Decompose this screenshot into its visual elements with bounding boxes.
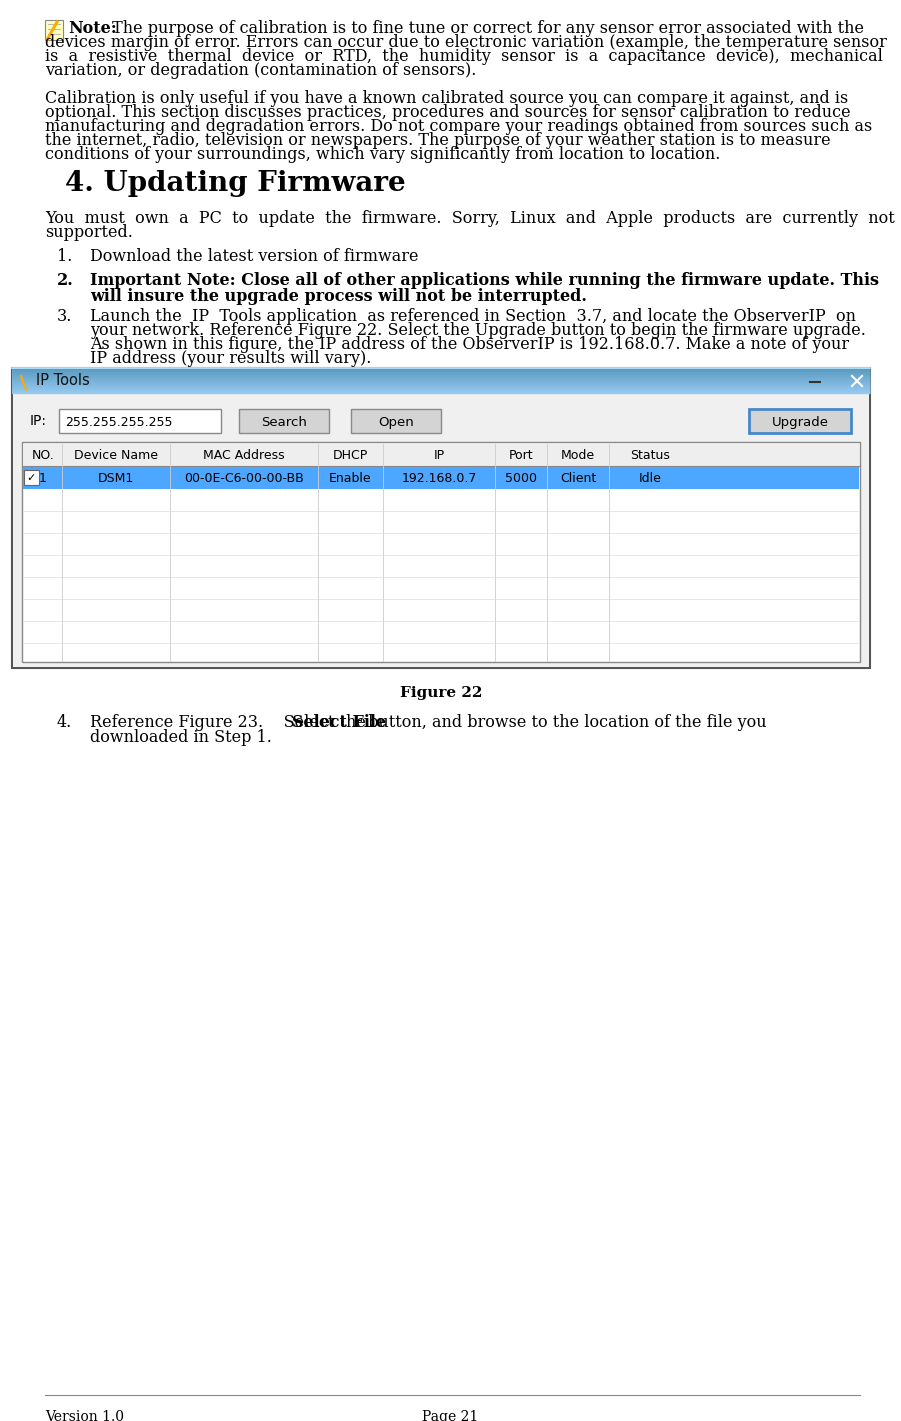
FancyBboxPatch shape — [826, 371, 846, 391]
Text: IP: IP — [433, 449, 444, 462]
FancyBboxPatch shape — [23, 443, 859, 466]
Text: Download the latest version of firmware: Download the latest version of firmware — [90, 249, 418, 264]
Text: Launch the  IP  Tools application  as referenced in Section  3.7, and locate the: Launch the IP Tools application as refer… — [90, 308, 856, 325]
Bar — [831, 387, 841, 398]
Text: 192.168.0.7: 192.168.0.7 — [401, 472, 477, 485]
Text: 00-0E-C6-00-00-BB: 00-0E-C6-00-00-BB — [184, 472, 304, 485]
Text: the internet, radio, television or newspapers. The purpose of your weather stati: the internet, radio, television or newsp… — [45, 132, 831, 149]
FancyBboxPatch shape — [45, 20, 63, 40]
Text: 2.: 2. — [57, 271, 74, 288]
Text: Device Name: Device Name — [74, 449, 158, 462]
Text: Reference Figure 23.    Select the: Reference Figure 23. Select the — [90, 713, 371, 730]
Text: variation, or degradation (contamination of sensors).: variation, or degradation (contamination… — [45, 63, 477, 80]
Text: Note:: Note: — [68, 20, 117, 37]
Text: 1.: 1. — [57, 249, 72, 264]
Text: IP address (your results will vary).: IP address (your results will vary). — [90, 350, 371, 367]
FancyBboxPatch shape — [239, 409, 329, 433]
Text: 5000: 5000 — [505, 472, 537, 485]
FancyBboxPatch shape — [24, 470, 39, 485]
Text: is  a  resistive  thermal  device  or  RTD,  the  humidity  sensor  is  a  capac: is a resistive thermal device or RTD, th… — [45, 48, 883, 65]
Text: 255.255.255.255: 255.255.255.255 — [65, 416, 172, 429]
Text: will insure the upgrade process will not be interrupted.: will insure the upgrade process will not… — [90, 288, 587, 306]
FancyBboxPatch shape — [13, 394, 869, 666]
FancyBboxPatch shape — [18, 374, 30, 388]
Text: button, and browse to the location of the file you: button, and browse to the location of th… — [363, 713, 767, 730]
Text: Select File: Select File — [292, 713, 387, 730]
Text: The purpose of calibration is to fine tune or correct for any sensor error assoc: The purpose of calibration is to fine tu… — [107, 20, 864, 37]
Text: Search: Search — [261, 416, 307, 429]
Text: 4. Updating Firmware: 4. Updating Firmware — [65, 171, 405, 198]
Text: Page 21: Page 21 — [422, 1410, 478, 1421]
FancyBboxPatch shape — [22, 442, 860, 662]
FancyBboxPatch shape — [23, 468, 859, 489]
Text: Figure 22: Figure 22 — [400, 686, 482, 701]
Text: ✓: ✓ — [26, 473, 36, 483]
Text: Important Note: Close all of other applications while running the firmware updat: Important Note: Close all of other appli… — [90, 271, 879, 288]
FancyBboxPatch shape — [12, 368, 870, 394]
Text: MAC Address: MAC Address — [204, 449, 285, 462]
FancyBboxPatch shape — [749, 409, 851, 433]
Text: 4.: 4. — [57, 713, 72, 730]
FancyBboxPatch shape — [805, 371, 825, 391]
Text: As shown in this figure, the IP address of the ObserverIP is 192.168.0.7. Make a: As shown in this figure, the IP address … — [90, 335, 849, 352]
Text: Idle: Idle — [639, 472, 661, 485]
Text: Mode: Mode — [561, 449, 595, 462]
FancyBboxPatch shape — [12, 368, 870, 668]
Text: Status: Status — [630, 449, 670, 462]
Text: Upgrade: Upgrade — [771, 416, 829, 429]
FancyBboxPatch shape — [59, 409, 221, 433]
Text: downloaded in Step 1.: downloaded in Step 1. — [90, 729, 272, 746]
Text: optional. This section discusses practices, procedures and sources for sensor ca: optional. This section discusses practic… — [45, 104, 851, 121]
Text: manufacturing and degradation errors. Do not compare your readings obtained from: manufacturing and degradation errors. Do… — [45, 118, 872, 135]
Text: Port: Port — [509, 449, 533, 462]
Text: devices margin of error. Errors can occur due to electronic variation (example, : devices margin of error. Errors can occu… — [45, 34, 887, 51]
Text: Client: Client — [560, 472, 596, 485]
Text: Version 1.0: Version 1.0 — [45, 1410, 124, 1421]
Text: supported.: supported. — [45, 225, 132, 242]
Text: IP:: IP: — [30, 414, 47, 428]
Text: NO.: NO. — [32, 449, 54, 462]
FancyBboxPatch shape — [847, 371, 867, 391]
Text: DSM1: DSM1 — [98, 472, 134, 485]
Text: Open: Open — [378, 416, 414, 429]
Text: You  must  own  a  PC  to  update  the  firmware.  Sorry,  Linux  and  Apple  pr: You must own a PC to update the firmware… — [45, 210, 895, 227]
Text: IP Tools: IP Tools — [36, 372, 90, 388]
Text: DHCP: DHCP — [332, 449, 369, 462]
Text: 3.: 3. — [57, 308, 72, 325]
Text: Enable: Enable — [329, 472, 372, 485]
Text: conditions of your surroundings, which vary significantly from location to locat: conditions of your surroundings, which v… — [45, 146, 721, 163]
Text: 1: 1 — [39, 472, 47, 485]
Text: Calibration is only useful if you have a known calibrated source you can compare: Calibration is only useful if you have a… — [45, 90, 848, 107]
Text: your network. Reference Figure 22. Select the Upgrade button to begin the firmwa: your network. Reference Figure 22. Selec… — [90, 323, 866, 340]
FancyBboxPatch shape — [351, 409, 441, 433]
